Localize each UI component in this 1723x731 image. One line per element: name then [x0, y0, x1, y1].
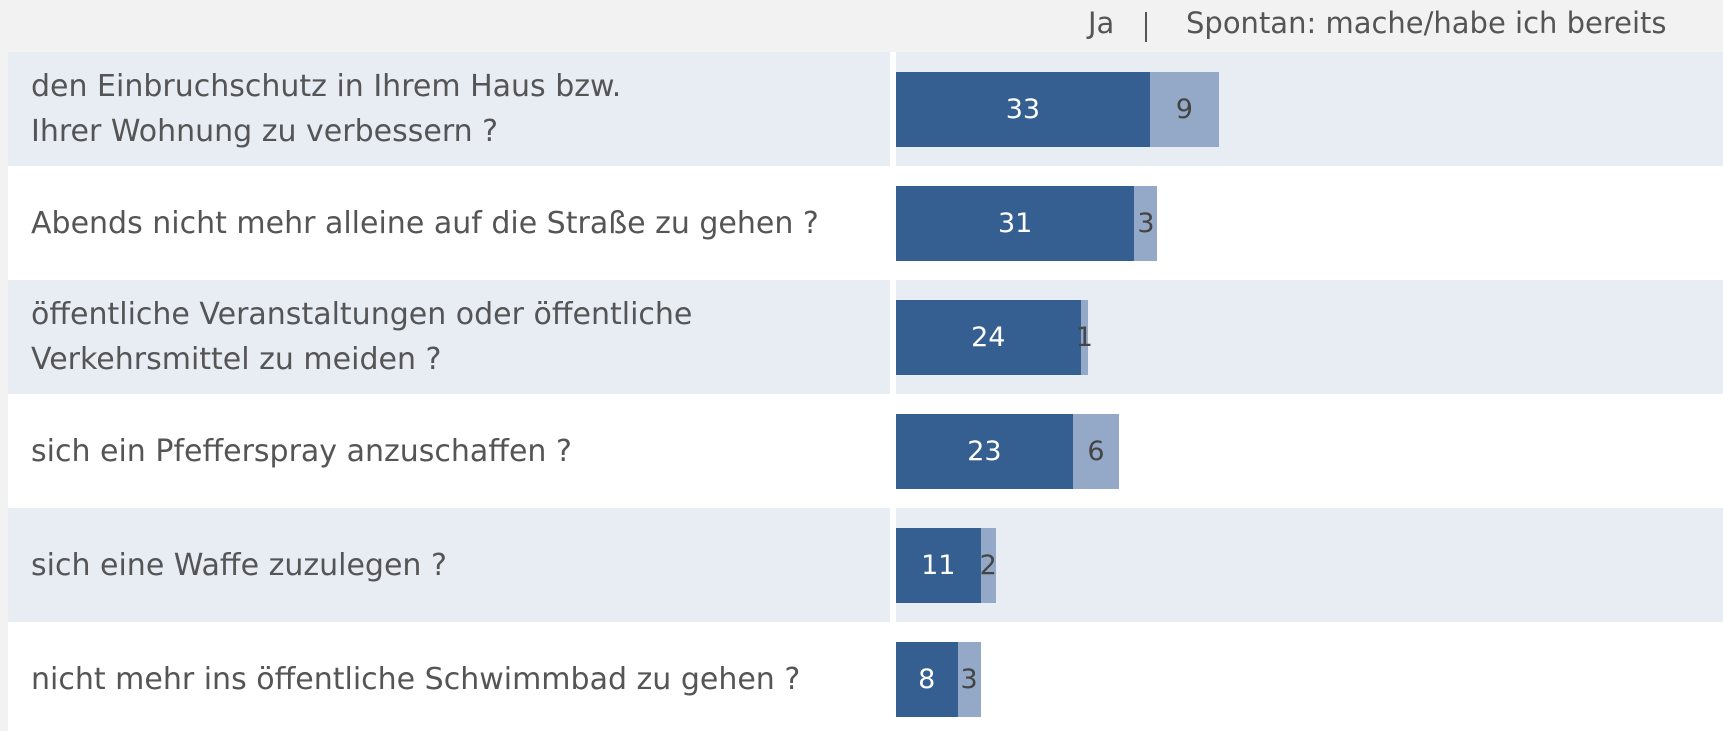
legend-label: Ja [1088, 6, 1115, 40]
bar-segment: 11 [896, 527, 981, 603]
row-background [8, 508, 1723, 622]
row-background [8, 280, 1723, 394]
row-background [8, 166, 1723, 280]
row-divider [890, 622, 896, 731]
category-label: sich eine Waffe zuzulegen ? [31, 547, 447, 583]
row-divider [890, 166, 896, 280]
value-label: 2 [979, 549, 997, 581]
value-label: 9 [1175, 93, 1193, 125]
row-divider [890, 52, 896, 166]
bar-segment: 31 [896, 185, 1135, 261]
value-label: 24 [971, 321, 1006, 353]
bar-segment: 8 [896, 641, 958, 717]
value-label: 1 [1075, 321, 1093, 353]
row-background [8, 52, 1723, 166]
row-divider [890, 280, 896, 394]
value-label: 3 [960, 663, 978, 695]
bar-segment: 3 [1134, 185, 1158, 261]
bar-segment: 23 [896, 413, 1073, 489]
bar-segment: 1 [1076, 299, 1093, 375]
category-label: öffentliche Veranstaltungen oder öffentl… [31, 297, 693, 377]
legend-label: Spontan: mache/habe ich bereits [1186, 6, 1667, 40]
bar-segment: 33 [896, 71, 1150, 147]
bar-segment: 24 [896, 299, 1081, 375]
value-label: 31 [998, 207, 1033, 239]
row-background [8, 622, 1723, 731]
value-label: 6 [1087, 435, 1105, 467]
row-background [8, 394, 1723, 508]
category-label: sich ein Pfefferspray anzuschaffen ? [31, 433, 572, 469]
category-label: nicht mehr ins öffentliche Schwimmbad zu… [31, 661, 801, 697]
value-label: 8 [918, 663, 936, 695]
legend-separator [1145, 12, 1147, 42]
row-divider [890, 394, 896, 508]
bar-segment: 2 [979, 527, 997, 603]
category-label: den Einbruchschutz in Ihrem Haus bzw. Ih… [31, 69, 622, 149]
value-label: 11 [921, 549, 956, 581]
value-label: 33 [1005, 93, 1041, 125]
bar-segment: 6 [1072, 413, 1119, 489]
category-label: Abends nicht mehr alleine auf die Straße… [31, 205, 819, 241]
value-label: 3 [1137, 207, 1155, 239]
bar-segment: 3 [957, 641, 981, 717]
value-label: 23 [967, 435, 1002, 467]
bar-segment: 9 [1149, 71, 1219, 147]
row-divider [890, 508, 896, 622]
